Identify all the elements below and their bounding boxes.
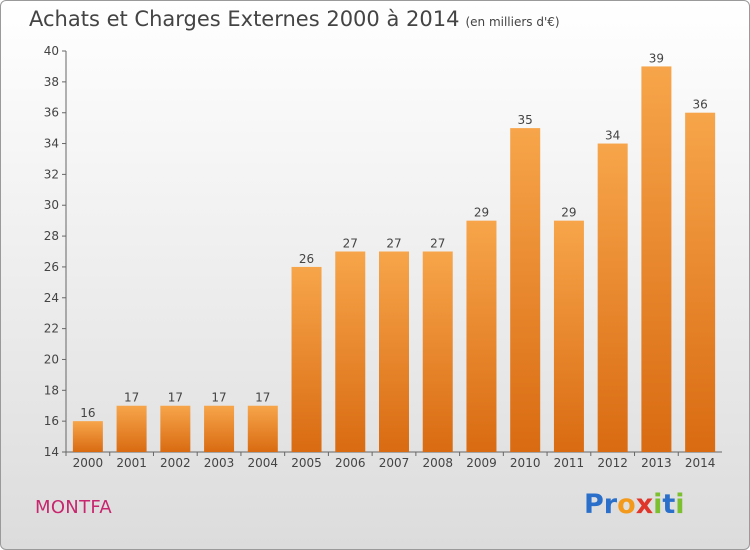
bar-2003 <box>204 405 235 452</box>
bar-2002 <box>160 405 191 452</box>
x-tick-label: 2012 <box>597 456 628 470</box>
y-tick-label: 18 <box>44 383 59 397</box>
bar-2009 <box>466 220 497 452</box>
place-name: MONTFA <box>35 497 112 518</box>
y-tick-label: 32 <box>44 167 59 181</box>
x-tick-label: 2007 <box>379 456 410 470</box>
y-tick-label: 26 <box>44 260 59 274</box>
y-tick-label: 28 <box>44 229 59 243</box>
chart-value-labels: 16 17 17 17 17 26 27 27 27 29 35 29 34 39 36 <box>80 51 708 420</box>
x-tick-label: 2010 <box>510 456 541 470</box>
bar-2014 <box>685 112 716 452</box>
x-tick-label: 2008 <box>422 456 453 470</box>
value-label-2009: 29 <box>474 206 489 220</box>
logo-letter: x <box>635 489 654 520</box>
bar-2000 <box>72 421 103 452</box>
bar-2010 <box>510 128 541 452</box>
x-tick-label: 2006 <box>335 456 366 470</box>
chart-unit: (en milliers d'€) <box>465 15 560 29</box>
logo-letter: i <box>653 489 663 520</box>
chart-title-text: Achats et Charges Externes 2000 à 2014 <box>29 7 460 31</box>
x-tick-label: 2004 <box>248 456 279 470</box>
value-label-2012: 34 <box>605 129 620 143</box>
bar-2007 <box>379 251 409 452</box>
x-tick-label: 2002 <box>160 456 191 470</box>
logo-letter: P <box>584 489 604 520</box>
bar-2004 <box>247 405 278 452</box>
value-label-2013: 39 <box>649 51 664 65</box>
y-tick-label: 40 <box>44 44 59 58</box>
y-tick-label: 20 <box>44 352 59 366</box>
bar-2008 <box>422 251 453 452</box>
value-label-2001: 17 <box>124 391 139 405</box>
value-label-2008: 27 <box>430 237 445 251</box>
y-tick-label: 30 <box>44 198 59 212</box>
logo-letter: r <box>603 489 618 520</box>
chart-axes: 14 16 18 20 22 24 26 28 30 32 34 36 38 40 2000 2001 2002… <box>44 44 722 470</box>
y-tick-label: 22 <box>44 322 59 336</box>
y-tick-label: 24 <box>44 291 59 305</box>
proxiti-logo: Proxiti <box>584 489 685 520</box>
value-label-2011: 29 <box>561 206 576 220</box>
bar-2012 <box>597 143 628 453</box>
logo-letter: o <box>617 489 636 520</box>
x-tick-label: 2000 <box>73 456 104 470</box>
x-tick-label: 2014 <box>685 456 716 470</box>
value-label-2002: 17 <box>168 391 183 405</box>
logo-letter: t <box>662 489 676 520</box>
value-label-2010: 35 <box>518 113 533 127</box>
value-label-2006: 27 <box>343 237 358 251</box>
value-label-2003: 17 <box>211 391 226 405</box>
y-tick-label: 36 <box>44 106 59 120</box>
x-tick-label: 2005 <box>291 456 322 470</box>
bar-2006 <box>335 251 366 452</box>
value-label-2007: 27 <box>386 237 401 251</box>
bar-2001 <box>116 405 147 452</box>
logo-letter: i <box>675 489 685 520</box>
x-tick-label: 2013 <box>641 456 672 470</box>
value-label-2005: 26 <box>299 252 314 266</box>
y-tick-label: 16 <box>44 414 59 428</box>
x-tick-label: 2003 <box>204 456 235 470</box>
value-label-2004: 17 <box>255 391 270 405</box>
y-tick-label: 14 <box>44 445 59 459</box>
chart-bars <box>72 66 716 453</box>
x-tick-label: 2009 <box>466 456 497 470</box>
value-label-2014: 36 <box>692 98 707 112</box>
y-tick-label: 34 <box>44 137 59 151</box>
bar-2011 <box>553 220 584 452</box>
bar-2013 <box>641 66 672 452</box>
x-tick-label: 2001 <box>116 456 147 470</box>
y-tick-label: 38 <box>44 75 59 89</box>
value-label-2000: 16 <box>80 406 95 420</box>
x-tick-label: 2011 <box>554 456 585 470</box>
chart-title: Achats et Charges Externes 2000 à 2014 (e… <box>29 7 560 31</box>
bar-2005 <box>291 266 322 452</box>
